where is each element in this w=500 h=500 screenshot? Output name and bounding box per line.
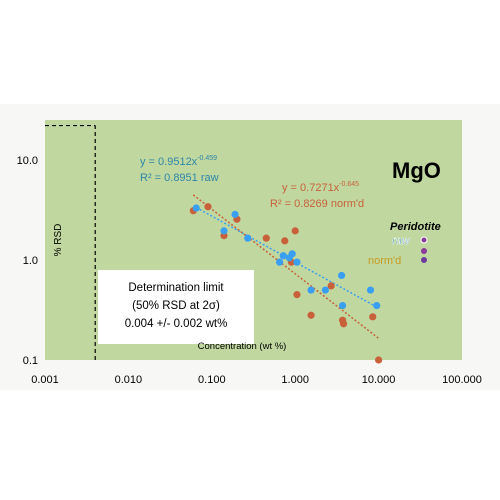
data-point-raw-1 xyxy=(220,227,228,235)
normd-equation-base: y = 0.7271x xyxy=(282,182,340,194)
data-point-raw-14 xyxy=(373,301,381,310)
x-tick-labels: 0.001 0.010 0.100 1.000 10.000 100.000 xyxy=(31,374,482,386)
data-point-normd-12 xyxy=(339,320,348,328)
annotation-box xyxy=(98,270,254,344)
x-tick-label: 100.000 xyxy=(442,374,482,386)
x-axis-label: Concentration (wt %) xyxy=(198,341,287,352)
y-tick-label: 10.0 xyxy=(17,155,38,167)
data-point-normd-1 xyxy=(204,203,212,211)
data-points-layer xyxy=(189,203,383,364)
raw-r2: R² = 0.8951 raw xyxy=(140,172,219,184)
raw-equation: y = 0.9512x-0.459 xyxy=(140,155,217,168)
determination-limit-annotation: Determination limit (50% RSD at 2σ) 0.00… xyxy=(98,270,254,344)
x-tick-label: 10.000 xyxy=(362,374,396,386)
data-point-raw-5 xyxy=(279,252,287,260)
legend-marker-normd xyxy=(421,257,427,263)
x-tick-label: 0.001 xyxy=(31,374,59,386)
chart-title: MgO xyxy=(392,158,441,183)
annotation-line-1: Determination limit xyxy=(128,282,224,294)
data-point-normd-10 xyxy=(327,282,335,290)
data-point-normd-7 xyxy=(291,227,299,235)
data-point-raw-10 xyxy=(321,286,329,294)
data-point-normd-8 xyxy=(293,291,301,299)
data-point-raw-12 xyxy=(338,301,347,310)
y-tick-label: 0.1 xyxy=(23,355,38,367)
trendline-layer xyxy=(192,194,380,339)
y-axis-label: % RSD xyxy=(53,224,64,257)
data-point-raw-8 xyxy=(293,258,301,266)
legend-marker-raw xyxy=(420,236,428,244)
x-tick-label: 1.000 xyxy=(281,374,309,386)
determination-limit-layer xyxy=(45,124,96,360)
data-point-raw-4 xyxy=(275,258,284,266)
data-point-raw-7 xyxy=(288,250,296,258)
normd-r2: R² = 0.8269 norm'd xyxy=(270,198,364,210)
data-point-raw-3 xyxy=(244,234,252,242)
data-point-normd-13 xyxy=(369,313,377,321)
legend-item-normd: norm'd xyxy=(368,255,401,267)
y-tick-labels: 0.1 1.0 10.0 xyxy=(17,155,38,367)
normd-equation: y = 0.7271x-0.645 xyxy=(282,181,359,194)
annotation-line-3: 0.004 +/- 0.002 wt% xyxy=(125,318,228,330)
data-point-normd-9 xyxy=(307,311,315,319)
legend-marker-raw-2 xyxy=(421,248,427,254)
raw-equation-base: y = 0.9512x xyxy=(140,156,198,168)
data-point-normd-14 xyxy=(375,356,383,364)
x-tick-label: 0.010 xyxy=(115,374,143,386)
data-point-raw-0 xyxy=(192,204,200,212)
data-point-raw-11 xyxy=(337,271,346,280)
data-point-normd-5 xyxy=(281,237,289,245)
legend: Peridotite raw norm'd xyxy=(368,221,441,267)
annotation-line-2: (50% RSD at 2σ) xyxy=(132,300,220,312)
legend-title: Peridotite xyxy=(390,221,441,233)
raw-equation-exponent: -0.459 xyxy=(197,155,217,162)
data-point-normd-4 xyxy=(262,234,270,242)
normd-equation-exponent: -0.645 xyxy=(339,181,359,188)
data-point-raw-13 xyxy=(366,286,375,294)
y-tick-label: 1.0 xyxy=(23,255,38,267)
trendline-normd xyxy=(192,194,380,339)
legend-item-raw: raw xyxy=(392,235,411,247)
data-point-raw-2 xyxy=(231,210,239,218)
x-tick-label: 0.100 xyxy=(198,374,226,386)
data-point-raw-9 xyxy=(307,286,315,294)
